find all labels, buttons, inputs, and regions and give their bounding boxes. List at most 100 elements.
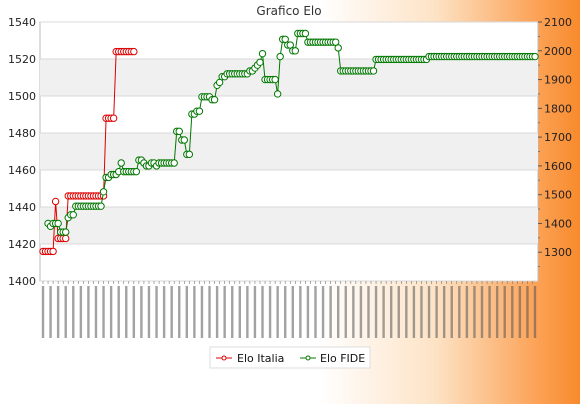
x-tick-label-blur — [458, 286, 461, 338]
data-point — [301, 29, 310, 38]
x-tick-label-blur — [41, 286, 45, 338]
right-axis: 1300 1400 1500 1600 1700 1800 1900 2000 2100 — [538, 16, 572, 268]
x-tick-label-blur — [117, 286, 120, 338]
x-tick-label-blur — [253, 286, 257, 338]
data-point — [273, 90, 282, 98]
data-point — [195, 107, 204, 115]
x-tick-label-blur — [359, 286, 363, 338]
x-tick-label-blur — [140, 286, 143, 338]
x-tick-label-blur — [261, 286, 264, 338]
x-tick-label-blur — [64, 286, 67, 338]
x-tick-label-blur — [72, 286, 75, 338]
data-point — [531, 52, 539, 61]
data-point — [62, 228, 70, 236]
x-tick-label-blur — [397, 286, 400, 338]
series-layer — [39, 29, 539, 256]
x-tick-label-blur — [367, 286, 370, 338]
right-tick-label: 1500 — [544, 189, 572, 202]
x-tick-label-blur — [246, 286, 249, 338]
x-tick-label-blur — [382, 286, 385, 338]
x-tick-label-blur — [291, 286, 294, 338]
x-tick-label-blur — [314, 286, 317, 338]
x-tick-label-blur — [185, 286, 189, 338]
legend: Elo Italia Elo FIDE — [209, 346, 371, 369]
x-tick-label-blur — [405, 286, 408, 338]
legend-label-fide: Elo FIDE — [320, 352, 365, 365]
grid-band — [40, 59, 538, 96]
data-point — [185, 150, 194, 159]
x-tick-label-blur — [374, 286, 378, 338]
x-tick-label-blur — [389, 286, 393, 338]
data-point — [51, 197, 60, 206]
left-axis: 1400 1420 1440 1460 1480 1500 1520 1540 — [8, 16, 36, 288]
data-point — [109, 114, 118, 122]
grid-band — [40, 207, 538, 244]
grid-band — [40, 133, 538, 170]
data-point — [271, 75, 279, 84]
left-tick-label: 1420 — [8, 238, 36, 251]
x-tick-label-blur — [518, 286, 522, 338]
x-tick-label-blur — [495, 286, 499, 338]
left-tick-label: 1440 — [8, 201, 36, 214]
x-tick-label-blur — [147, 286, 151, 338]
data-point — [99, 188, 108, 196]
x-tick-label-blur — [132, 286, 136, 338]
x-tick-label-blur — [526, 286, 529, 338]
x-tick-label-blur — [155, 286, 158, 338]
x-tick-label-blur — [337, 286, 340, 338]
x-tick-label-blur — [170, 286, 173, 338]
right-tick-label: 1700 — [544, 131, 572, 144]
x-tick-label-blur — [125, 286, 128, 338]
right-tick-label: 1400 — [544, 217, 572, 230]
data-point — [210, 96, 219, 104]
right-tick-label: 1900 — [544, 74, 572, 87]
data-point — [334, 44, 342, 52]
data-point — [170, 159, 178, 167]
data-point — [256, 58, 264, 66]
left-tick-label: 1500 — [8, 90, 36, 103]
x-tick-label-blur — [238, 286, 241, 338]
x-tick-label-blur — [427, 286, 431, 338]
x-tick-label-blur — [352, 286, 355, 338]
x-tick-label-blur — [94, 286, 98, 338]
x-tick-label-blur — [488, 286, 491, 338]
x-tick-label-blur — [344, 286, 347, 338]
chart-title: Grafico Elo — [256, 4, 321, 18]
data-point — [369, 67, 378, 75]
x-tick-label-blur — [215, 286, 219, 338]
x-tick-label-blur — [503, 286, 506, 338]
x-tick-label-blur — [442, 286, 446, 338]
x-tick-label-blur — [321, 286, 325, 338]
x-tick-label-blur — [162, 286, 166, 338]
data-point — [180, 136, 188, 144]
x-tick-label-blur — [533, 286, 537, 338]
x-tick-label-blur — [208, 286, 211, 338]
data-point — [97, 202, 105, 210]
x-tick-label-blur — [178, 286, 181, 338]
x-tick-label-blur — [329, 286, 332, 338]
data-point — [175, 127, 183, 136]
legend-marker-dot-italia — [221, 355, 227, 361]
x-axis — [41, 281, 537, 338]
right-tick-label: 1600 — [544, 160, 572, 173]
x-tick-label-blur — [435, 286, 438, 338]
left-tick-label: 1520 — [8, 53, 36, 66]
data-point — [276, 52, 284, 61]
x-tick-label-blur — [223, 286, 226, 338]
x-tick-label-blur — [276, 286, 279, 338]
data-point — [130, 47, 138, 56]
x-tick-label-blur — [299, 286, 302, 338]
x-tick-label-blur — [102, 286, 105, 338]
data-point — [62, 234, 70, 243]
series-elo-italia — [39, 47, 138, 256]
x-tick-label-blur — [480, 286, 484, 338]
left-tick-label: 1460 — [8, 164, 36, 177]
right-tick-label: 1300 — [544, 246, 572, 259]
x-tick-label-blur — [284, 286, 287, 338]
x-tick-label-blur — [465, 286, 469, 338]
x-tick-label-blur — [193, 286, 196, 338]
series-elo-fide — [44, 29, 539, 236]
x-tick-label-blur — [511, 286, 514, 338]
